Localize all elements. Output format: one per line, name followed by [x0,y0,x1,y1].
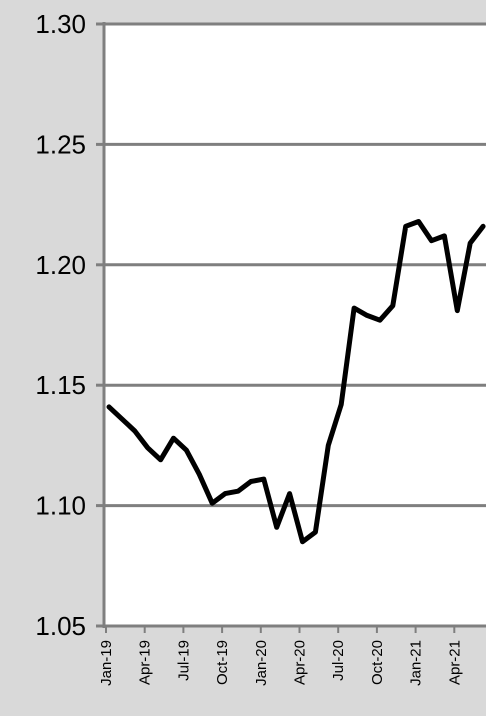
y-tick-label: 1.10 [35,491,86,521]
data-point [366,314,368,316]
data-point [353,307,355,309]
x-tick-label: Apr-21 [446,640,463,685]
x-tick-label: Jul-19 [175,640,192,681]
data-point [121,418,123,420]
data-point [289,493,291,495]
data-point [134,430,136,432]
x-tick-label: Jan-20 [253,640,270,686]
data-point [224,493,226,495]
data-point [276,526,278,528]
series-group [106,219,486,545]
data-point [250,481,252,483]
data-point [173,437,174,439]
data-point [302,541,303,543]
series-line [106,219,486,545]
data-point [340,403,342,405]
x-tick-label: Oct-19 [214,640,231,685]
data-point [405,225,407,227]
data-point [431,240,432,242]
data-point [263,478,265,480]
data-point [469,242,471,244]
data-point [185,449,187,451]
y-tick-label: 1.25 [35,129,86,159]
axes [102,22,486,628]
data-point [160,459,162,461]
data-point [237,490,239,492]
x-tick-label: Jan-21 [408,640,425,686]
data-point [314,531,316,533]
x-tick-label: Apr-19 [137,640,154,685]
data-point [418,220,420,222]
y-tick-label: 1.30 [35,9,86,39]
data-point [147,447,149,449]
data-point [443,235,445,237]
x-axis-ticks: Jan-19 Apr-19 Jul-19 Oct-19 Jan-20 Apr-20 Jul-… [98,626,463,686]
data-point [456,310,458,312]
data-point [392,305,394,307]
x-tick-label: Jul-20 [330,640,347,681]
data-point [198,473,200,475]
y-tick-label: 1.15 [35,370,86,400]
y-axis-ticks: 1.30 1.25 1.20 1.15 1.10 1.05 [35,9,104,641]
plot-area [104,24,486,626]
y-tick-label: 1.20 [35,250,86,280]
data-point [482,225,484,227]
x-tick-label: Apr-20 [292,640,309,685]
y-tick-label: 1.05 [35,611,86,641]
x-tick-label: Jan-19 [98,640,115,686]
x-tick-label: Oct-20 [369,640,386,685]
data-point [379,319,381,321]
data-point [211,502,213,504]
data-point [327,444,329,446]
data-point [108,406,110,408]
